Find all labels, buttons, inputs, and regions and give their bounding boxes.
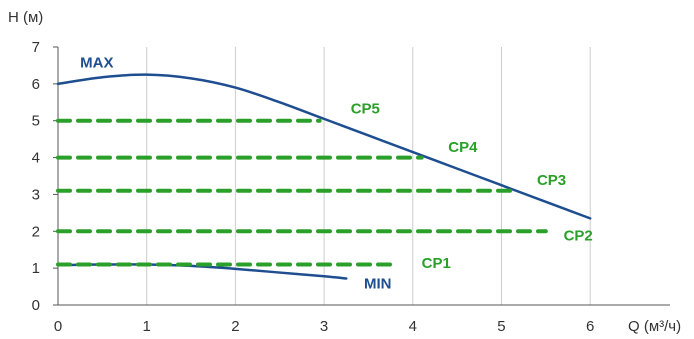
x-tick-label-0: 0 bbox=[54, 318, 62, 335]
y-tick-label-6: 6 bbox=[32, 76, 40, 93]
series-label-cp1: CP1 bbox=[422, 255, 451, 272]
y-tick-label-7: 7 bbox=[32, 39, 40, 56]
series-lines bbox=[56, 73, 592, 280]
series-labels: MAX MIN CP5 CP4 CP3 CP2 CP1 bbox=[80, 54, 593, 292]
series-label-cp2: CP2 bbox=[564, 228, 593, 245]
x-tick-label-3: 3 bbox=[320, 318, 328, 335]
x-tick-label-5: 5 bbox=[497, 318, 505, 335]
grid bbox=[146, 47, 591, 305]
series-label-cp5: CP5 bbox=[351, 100, 380, 117]
y-axis-title: H (м) bbox=[8, 9, 43, 26]
tick-labels: 0 1 2 3 4 5 6 7 0 1 2 3 4 5 6 bbox=[32, 39, 595, 335]
y-tick-label-1: 1 bbox=[32, 260, 40, 277]
x-tick-label-2: 2 bbox=[231, 318, 239, 335]
series-label-min: MIN bbox=[364, 275, 392, 292]
y-tick-label-3: 3 bbox=[32, 186, 40, 203]
y-tick-label-0: 0 bbox=[32, 297, 40, 314]
y-tick-label-2: 2 bbox=[32, 223, 40, 240]
series-line-max bbox=[56, 73, 592, 220]
y-tick-label-5: 5 bbox=[32, 113, 40, 130]
x-tick-label-6: 6 bbox=[586, 318, 594, 335]
series-label-cp4: CP4 bbox=[448, 139, 478, 156]
series-label-cp3: CP3 bbox=[537, 172, 566, 189]
x-tick-label-4: 4 bbox=[409, 318, 417, 335]
y-tick-label-4: 4 bbox=[32, 150, 40, 167]
series-label-max: MAX bbox=[80, 54, 113, 71]
x-axis-title: Q (м³/ч) bbox=[628, 318, 681, 335]
x-tick-label-1: 1 bbox=[143, 318, 151, 335]
